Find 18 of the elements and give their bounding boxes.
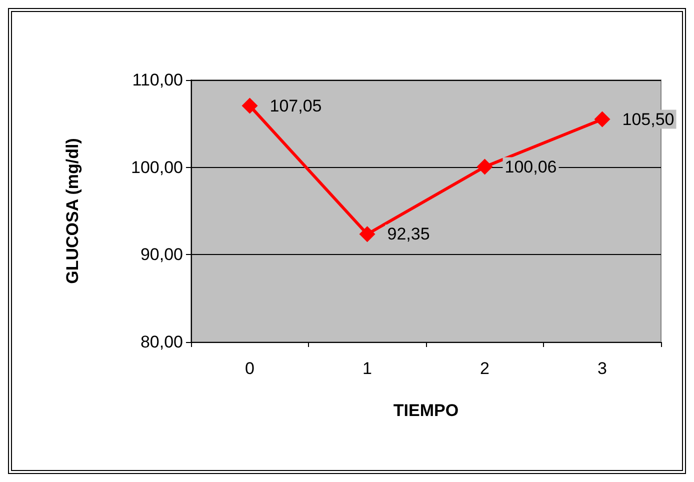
y-tick-label: 80,00 (140, 332, 183, 352)
x-tick-label: 1 (362, 359, 372, 378)
point (359, 226, 376, 242)
y-axis-title: GLUCOSA (mg/dl) (63, 138, 82, 284)
data-label: 107,05 (270, 96, 322, 116)
x-tick-label: 3 (598, 359, 607, 378)
data-label: 92,35 (387, 224, 430, 244)
point (594, 111, 610, 128)
data-label: 105,50 (622, 110, 674, 129)
x-axis-title: TIEMPO (393, 401, 459, 420)
data-label: 100,06 (504, 157, 557, 176)
y-tick-label: 110,00 (132, 70, 183, 90)
point (242, 98, 258, 114)
x-tick-label: 2 (480, 359, 490, 378)
y-tick-label: 100,00 (131, 158, 183, 177)
x-tick-label: 0 (245, 359, 254, 378)
y-tick-label: 90,00 (140, 245, 183, 264)
point (476, 158, 493, 175)
